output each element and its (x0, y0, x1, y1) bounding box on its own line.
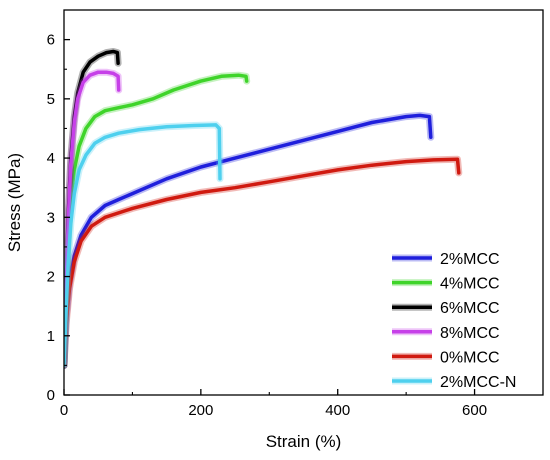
axes-layer: 0 200 400 600 0 1 2 3 4 5 6 (47, 9, 544, 419)
series-0 (64, 111, 435, 369)
series-layer (64, 48, 463, 369)
legend-item: 8%MCC (392, 325, 500, 342)
series-line (64, 113, 433, 368)
y-tick-label: 2 (47, 269, 55, 286)
y-tick-label: 6 (47, 32, 55, 49)
series-line (64, 70, 121, 368)
legend-label: 8%MCC (440, 325, 500, 342)
legend-item: 0%MCC (392, 349, 500, 366)
plot-frame (63, 9, 544, 396)
x-tick-label: 0 (60, 402, 68, 419)
x-axis-label: Strain (%) (266, 432, 342, 451)
legend-item: 2%MCC-N (392, 374, 516, 391)
y-tick-label: 1 (47, 328, 55, 345)
x-tick-label: 200 (188, 402, 213, 419)
legend-label: 6%MCC (440, 300, 500, 317)
y-axis-label: Stress (MPa) (5, 153, 24, 252)
series-line (64, 157, 461, 368)
legend-label: 2%MCC (440, 251, 500, 268)
y-tick-label: 5 (47, 91, 55, 108)
series-halo (64, 121, 224, 369)
y-tick-label: 3 (47, 209, 55, 226)
series-halo (64, 111, 435, 369)
legend-item: 6%MCC (392, 300, 500, 317)
y-tick-label: 0 (47, 387, 55, 404)
legend-label: 4%MCC (440, 276, 500, 293)
series-line (64, 123, 222, 368)
legend-label: 2%MCC-N (440, 374, 516, 391)
y-tick-label: 4 (47, 150, 55, 167)
legend-item: 4%MCC (392, 276, 500, 293)
series-4 (64, 155, 463, 369)
x-tick-label: 400 (325, 402, 350, 419)
legend-label: 0%MCC (440, 349, 500, 366)
legend: 2%MCC 4%MCC 6%MCC 8%MCC 0%MCC 2%MCC-N (392, 251, 516, 391)
x-tick-label: 600 (462, 402, 487, 419)
series-3 (64, 68, 123, 369)
legend-item: 2%MCC (392, 251, 500, 268)
series-5 (64, 121, 224, 369)
